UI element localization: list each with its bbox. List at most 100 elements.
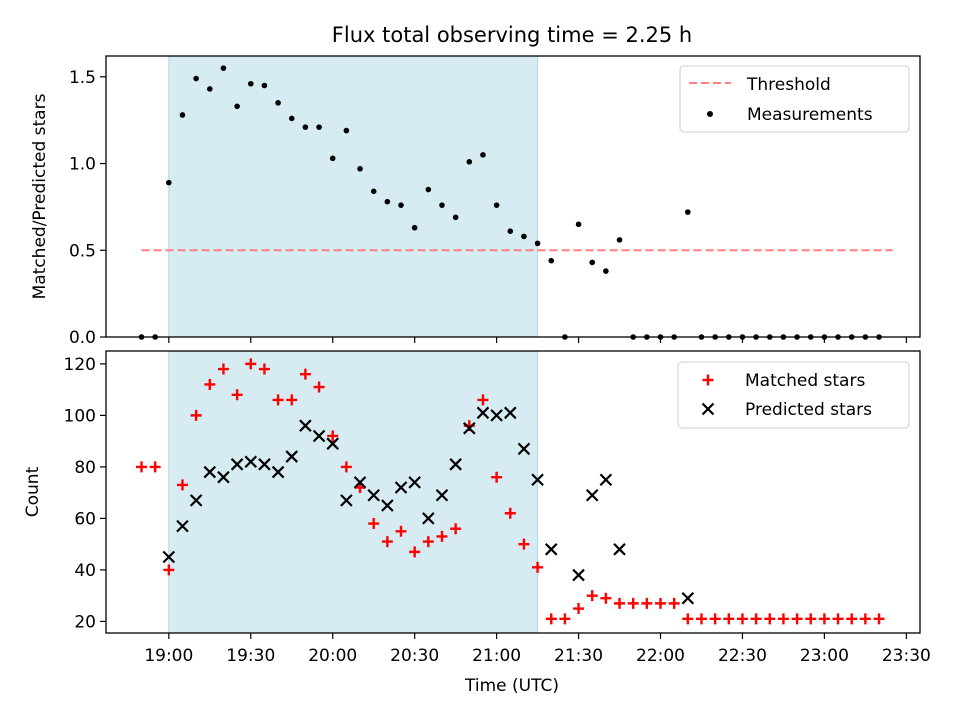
matched-star-point <box>655 597 667 609</box>
matched-star-point <box>600 592 612 604</box>
measurements-legend-label: Measurements <box>747 105 873 125</box>
matched-star-point <box>436 530 448 542</box>
y-tick-label: 0.0 <box>69 328 96 348</box>
x-tick-label: 21:30 <box>554 646 603 666</box>
matched-star-point <box>286 394 298 406</box>
matched-star-point <box>450 523 462 535</box>
x-tick-label: 22:00 <box>636 646 685 666</box>
count-plot-frame <box>105 350 921 634</box>
y-tick-label: 1.5 <box>69 68 96 88</box>
count-legend: Matched stars Predicted stars <box>677 361 910 429</box>
matched-star-point <box>504 507 516 519</box>
measurement-point <box>411 224 418 231</box>
matched-star-point <box>258 363 270 375</box>
predicted-star-point <box>271 465 285 479</box>
predicted-star-point <box>408 476 421 489</box>
ratio-legend-box <box>679 65 910 133</box>
measurement-point <box>493 202 500 208</box>
matched-star-point <box>518 538 530 550</box>
measurement-point <box>425 186 432 193</box>
matched-star-point <box>299 368 311 380</box>
matched-star-point <box>272 394 284 406</box>
predicted-star-point <box>326 437 339 450</box>
matched-star-point <box>313 381 325 393</box>
predicted-stars-legend-symbol <box>701 402 715 416</box>
measurement-point <box>452 214 459 221</box>
measurement-point <box>329 155 336 162</box>
y-tick-label: 100 <box>64 406 96 426</box>
measurement-point <box>507 228 514 234</box>
matched-star-point <box>614 597 626 609</box>
measurement-point <box>247 80 254 87</box>
x-tick-label: 19:00 <box>144 646 193 666</box>
measurement-point <box>685 209 691 215</box>
count-x-axis: 19:00 19:30 20:00 20:30 21:00 21:30 22:00 22:30… <box>144 633 931 666</box>
matched-star-point <box>750 613 762 625</box>
x-tick-label: 19:30 <box>226 646 275 666</box>
measurement-point <box>603 268 609 274</box>
count-panel: 20 40 60 80 100 120 19:00 19:30 20:00 20:30 21:00… <box>23 350 931 696</box>
predicted-star-point <box>258 458 271 471</box>
matched-star-point <box>846 613 858 625</box>
x-tick-label: 23:00 <box>800 646 849 666</box>
measurement-point <box>179 112 186 118</box>
matched-star-point <box>532 561 544 573</box>
predicted-star-point <box>394 481 408 494</box>
matched-star-point <box>586 590 598 602</box>
measurement-point <box>548 257 555 264</box>
y-tick-label: 20 <box>74 612 96 632</box>
measurement-point <box>439 202 445 208</box>
plus-marker <box>702 374 714 386</box>
observing-window-top <box>168 55 539 338</box>
measurement-point <box>357 165 363 172</box>
count-y-axis-label: Count <box>23 466 43 517</box>
measurement-point <box>575 221 582 228</box>
measurement-point <box>384 198 391 205</box>
x-tick-label: 23:30 <box>882 646 931 666</box>
matched-star-point <box>641 597 653 609</box>
x-tick-label: 22:30 <box>718 646 767 666</box>
measurement-point <box>261 82 268 89</box>
predicted-star-point <box>490 409 503 422</box>
matched-star-point <box>409 546 421 558</box>
matched-star-point <box>231 389 243 401</box>
predicted-star-point <box>531 473 544 487</box>
predicted-star-point <box>230 458 244 471</box>
ratio-legend: Threshold Measurements <box>679 65 910 133</box>
observing-window-bottom <box>168 350 539 634</box>
predicted-star-point <box>599 473 613 487</box>
y-tick-label: 80 <box>74 458 96 478</box>
matched-star-point <box>245 358 257 370</box>
ratio-y-axis-label: Matched/Predicted stars <box>30 93 50 299</box>
matched-star-point <box>818 613 830 625</box>
count-y-axis: 20 40 60 80 100 120 <box>64 355 106 632</box>
matched-star-point <box>136 461 148 473</box>
measurement-point <box>206 86 213 92</box>
matched-star-point <box>627 597 639 609</box>
matched-star-point <box>805 613 817 625</box>
matched-star-point <box>777 613 789 625</box>
predicted-stars-legend-label: Predicted stars <box>745 400 872 420</box>
matched-star-point <box>764 613 776 625</box>
measurement-point <box>193 75 199 82</box>
matched-star-point <box>327 430 339 442</box>
y-tick-label: 60 <box>74 509 96 529</box>
predicted-star-point <box>367 488 380 502</box>
x-axis-label: Time (UTC) <box>464 676 559 696</box>
measurement-point <box>616 237 623 243</box>
matched-star-point <box>477 394 489 406</box>
predicted-star-point <box>463 421 476 435</box>
predicted-star-point <box>517 442 531 456</box>
measurement-point <box>234 103 240 110</box>
predicted-star-point <box>244 455 258 469</box>
matched-star-point <box>340 461 352 473</box>
predicted-star-point <box>217 470 230 484</box>
predicted-star-point <box>176 519 189 533</box>
matched-star-point <box>695 613 707 625</box>
matched-star-point <box>545 613 557 625</box>
matched-star-point <box>491 471 503 483</box>
measurement-point <box>166 179 172 186</box>
chart-title: Flux total observing time = 2.25 h <box>332 23 692 47</box>
y-tick-label: 0.5 <box>69 241 96 261</box>
predicted-star-point <box>613 543 626 556</box>
